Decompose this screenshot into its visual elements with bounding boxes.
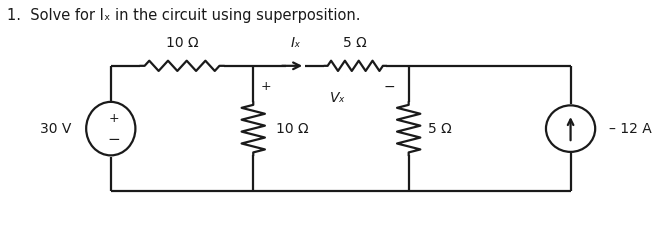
Ellipse shape: [86, 102, 136, 155]
Text: +: +: [261, 80, 272, 93]
Text: – 12 A: – 12 A: [609, 122, 652, 136]
Text: −: −: [383, 80, 395, 94]
Text: 1.  Solve for Iₓ in the circuit using superposition.: 1. Solve for Iₓ in the circuit using sup…: [7, 8, 361, 23]
Text: +: +: [108, 112, 120, 125]
Text: 10 Ω: 10 Ω: [166, 36, 198, 50]
Text: 30 V: 30 V: [40, 122, 71, 136]
Text: −: −: [108, 132, 120, 146]
Ellipse shape: [546, 105, 595, 152]
Text: 10 Ω: 10 Ω: [276, 122, 309, 136]
Text: Iₓ: Iₓ: [290, 36, 301, 50]
Text: 5 Ω: 5 Ω: [428, 122, 452, 136]
Text: Vₓ: Vₓ: [330, 91, 345, 105]
Text: 5 Ω: 5 Ω: [343, 36, 367, 50]
